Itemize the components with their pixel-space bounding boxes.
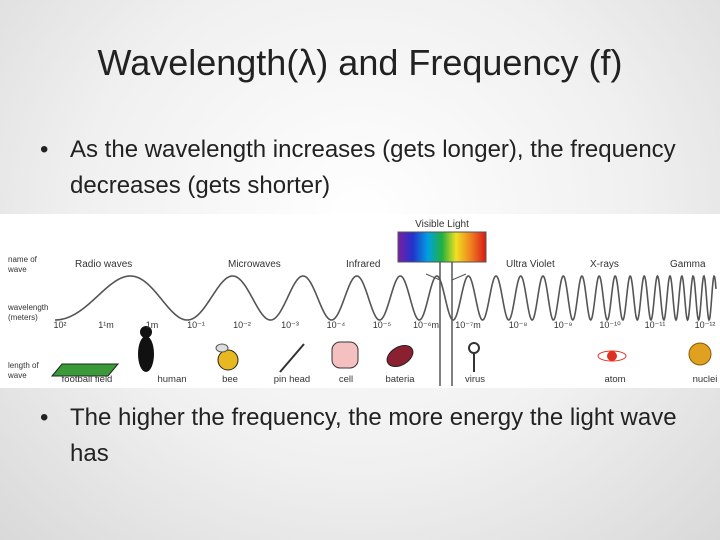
wavelength-label: 10⁻⁹ [554,320,573,330]
object-label: nuclei [693,374,718,385]
bullet: As the wavelength increases (gets longer… [40,132,680,204]
wave-name: Infrared [346,259,380,270]
wavelength-label: 1¹m [98,320,114,330]
wavelength-label: 10⁻¹¹ [645,320,666,330]
object-label: cell [339,374,353,385]
object-label: bateria [385,374,415,385]
wave-name: Radio waves [75,259,132,270]
wavelength-label: 10⁻² [233,320,251,330]
slide-title: Wavelength(λ) and Frequency (f) [97,42,623,83]
wavelength-label: 10⁻³ [281,320,299,330]
visible-label: Visible Light [415,219,469,230]
wavelength-label: 10⁻⁸ [509,320,528,330]
object-label: pin head [274,374,310,385]
wavelength-label: 10⁻⁵ [373,320,392,330]
row-label: length of [8,361,39,370]
wavelength-label: 10² [53,320,66,330]
object-label: human [157,374,186,385]
visible-marker [425,273,441,281]
wave-name: Microwaves [228,259,281,270]
wavelength-label: 10⁻¹ [187,320,205,330]
visible-spectrum [397,231,487,263]
wave-name: X-rays [590,259,619,270]
row-label: wave [7,371,27,380]
row-label: wave [7,265,27,274]
object-label: bee [222,374,238,385]
wavelength-label: 10⁻¹² [695,320,716,330]
row-label: name of [8,255,38,264]
row-label: wavelength [7,303,48,312]
wavelength-label: 10⁻⁷m [455,320,481,330]
wavelength-label: 10⁻⁶m [413,320,439,330]
wave-name: Gamma [670,259,706,270]
object-label: football field [62,374,113,385]
row-label: (meters) [8,313,38,322]
diagram-background [0,214,720,388]
wavelength-label: 10⁻⁴ [327,320,346,330]
object-label: atom [604,374,625,385]
wave [54,274,717,322]
bullet: The higher the frequency, the more energ… [40,400,680,472]
icons [50,326,712,377]
wavelength-label: 10⁻¹⁰ [599,320,621,330]
wave-name: Ultra Violet [506,259,555,270]
object-label: virus [465,374,485,385]
visible-marker [451,273,467,281]
wavelength-label: 1m [146,320,159,330]
